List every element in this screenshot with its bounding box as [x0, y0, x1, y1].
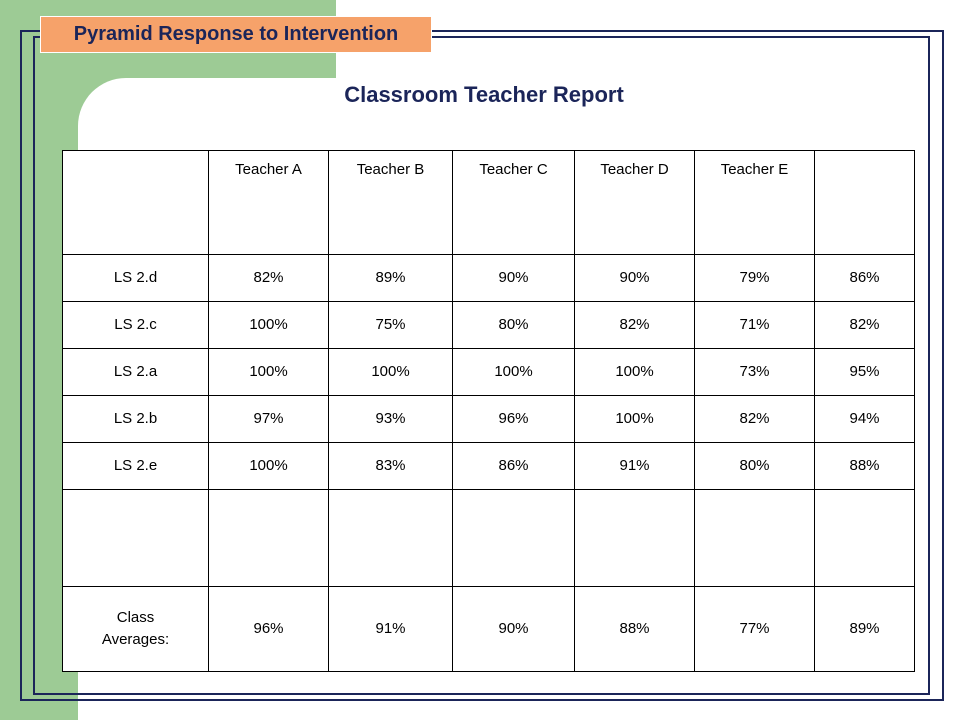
table-cell: 100%	[208, 442, 329, 490]
row-label: LS 2.a	[62, 348, 209, 396]
table-row: LS 2.c 100% 75% 80% 82% 71% 82%	[62, 301, 915, 349]
table-cell: 82%	[694, 395, 815, 443]
averages-label-line1: Class	[116, 609, 155, 626]
average-cell: 88%	[574, 586, 695, 672]
table-row: LS 2.b 97% 93% 96% 100% 82% 94%	[62, 395, 915, 443]
table-cell: 82%	[574, 301, 695, 349]
table-row: LS 2.d 82% 89% 90% 90% 79% 86%	[62, 254, 915, 302]
empty-cell	[328, 489, 453, 587]
table-cell: 90%	[452, 254, 575, 302]
row-label: LS 2.e	[62, 442, 209, 490]
average-cell: 77%	[694, 586, 815, 672]
table-row: LS 2.a 100% 100% 100% 100% 73% 95%	[62, 348, 915, 396]
blank-table-row	[62, 489, 915, 587]
table-cell: 80%	[452, 301, 575, 349]
table-cell: 100%	[574, 395, 695, 443]
table-cell: 90%	[574, 254, 695, 302]
empty-cell	[208, 489, 329, 587]
header-cell-teacher-b: Teacher B	[328, 150, 453, 255]
class-averages-row: Class Averages: 96% 91% 90% 88% 77% 89%	[62, 586, 915, 672]
empty-cell	[574, 489, 695, 587]
table-cell: 79%	[694, 254, 815, 302]
inner-frame	[33, 36, 930, 695]
table-cell: 100%	[208, 301, 329, 349]
average-cell: 89%	[814, 586, 915, 672]
average-cell: 90%	[452, 586, 575, 672]
table-cell: 71%	[694, 301, 815, 349]
table-cell: 100%	[328, 348, 453, 396]
averages-label-line2: Averages:	[101, 631, 170, 648]
table-cell: 86%	[452, 442, 575, 490]
header-cell-overall	[814, 150, 915, 255]
table-cell: 91%	[574, 442, 695, 490]
table-cell: 82%	[208, 254, 329, 302]
header-cell-teacher-c: Teacher C	[452, 150, 575, 255]
table-cell: 73%	[694, 348, 815, 396]
table-cell: 75%	[328, 301, 453, 349]
averages-label: Class Averages:	[62, 586, 209, 672]
header-cell-empty	[62, 150, 209, 255]
table-cell: 80%	[694, 442, 815, 490]
table-header-row: Teacher A Teacher B Teacher C Teacher D …	[62, 150, 915, 255]
table-cell: 94%	[814, 395, 915, 443]
empty-cell	[452, 489, 575, 587]
header-cell-teacher-d: Teacher D	[574, 150, 695, 255]
report-title: Classroom Teacher Report	[344, 82, 624, 107]
outer-frame	[20, 30, 944, 701]
table-cell: 93%	[328, 395, 453, 443]
table-cell: 97%	[208, 395, 329, 443]
table-cell: 96%	[452, 395, 575, 443]
header-cell-teacher-a: Teacher A	[208, 150, 329, 255]
table-cell: 89%	[328, 254, 453, 302]
banner-title: Pyramid Response to Intervention	[73, 23, 399, 45]
empty-cell	[694, 489, 815, 587]
row-label: LS 2.d	[62, 254, 209, 302]
table-row: LS 2.e 100% 83% 86% 91% 80% 88%	[62, 442, 915, 490]
table-cell: 88%	[814, 442, 915, 490]
teacher-report-table: Teacher A Teacher B Teacher C Teacher D …	[62, 150, 915, 672]
average-cell: 96%	[208, 586, 329, 672]
row-label: LS 2.b	[62, 395, 209, 443]
header-cell-teacher-e: Teacher E	[694, 150, 815, 255]
table-cell: 82%	[814, 301, 915, 349]
table-cell: 100%	[452, 348, 575, 396]
table-cell: 100%	[574, 348, 695, 396]
table-cell: 95%	[814, 348, 915, 396]
empty-cell	[814, 489, 915, 587]
table-cell: 100%	[208, 348, 329, 396]
presentation-banner: Pyramid Response to Intervention	[40, 16, 432, 53]
table-cell: 86%	[814, 254, 915, 302]
table-cell: 83%	[328, 442, 453, 490]
empty-cell	[62, 489, 209, 587]
average-cell: 91%	[328, 586, 453, 672]
row-label: LS 2.c	[62, 301, 209, 349]
